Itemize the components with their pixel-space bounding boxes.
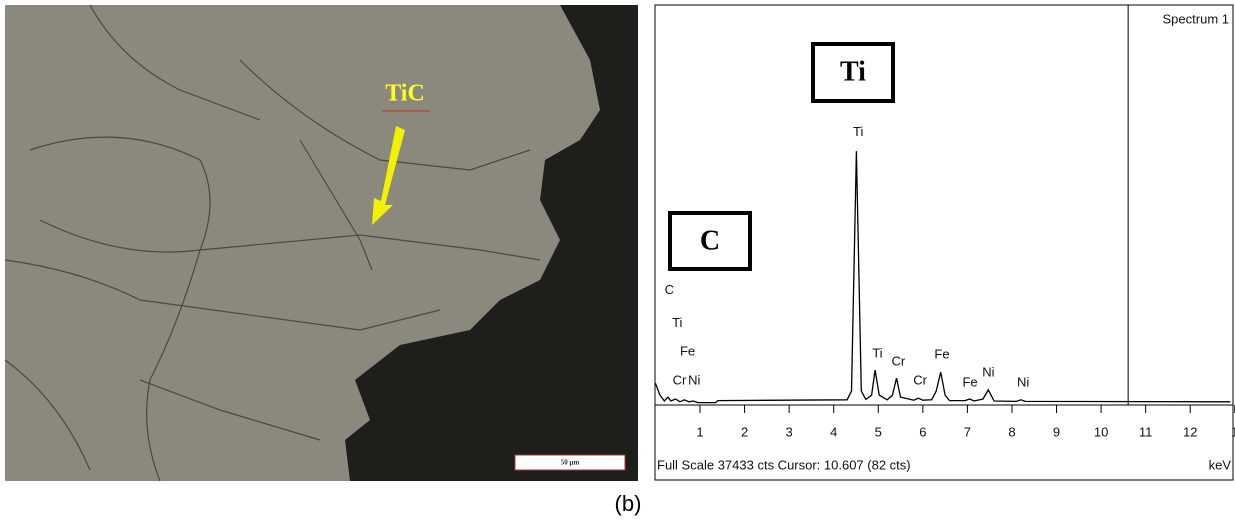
x-tick-label: 12 — [1183, 424, 1197, 439]
x-tick-label: 1 — [1231, 424, 1235, 439]
x-tick-label: 2 — [741, 424, 748, 439]
peak-label: Ti — [672, 315, 682, 330]
peak-label: Ni — [982, 365, 994, 380]
peak-label: Ni — [688, 373, 700, 388]
peak-label: Cr — [891, 354, 905, 369]
peak-label: Fe — [934, 347, 949, 362]
phase-label: TiC — [385, 81, 425, 107]
peak-label: Cr — [673, 373, 687, 388]
peak-label: Ni — [1017, 375, 1029, 390]
x-tick-label: 7 — [964, 424, 971, 439]
element-box-label: Ti — [840, 56, 866, 87]
peak-label: Cr — [913, 373, 927, 388]
micrograph: TiC 50 µm — [5, 5, 638, 481]
x-tick-label: 9 — [1053, 424, 1060, 439]
peak-label: Fe — [962, 375, 977, 390]
peak-label: C — [665, 282, 674, 297]
x-axis-label: keV — [1209, 457, 1232, 472]
spectrum: Spectrum 1 Full Scale 37433 cts Cursor: … — [655, 5, 1235, 480]
x-tick-label: 5 — [875, 424, 882, 439]
x-tick-label: 1 — [696, 424, 703, 439]
figure: TiC 50 µm Spectrum 1 Full Scale 37433 ct… — [0, 0, 1235, 523]
element-box-label: C — [700, 225, 720, 256]
x-tick-label: 8 — [1008, 424, 1015, 439]
peak-label: Fe — [680, 344, 695, 359]
peak-label: Ti — [853, 124, 863, 139]
x-tick-label: 4 — [830, 424, 837, 439]
x-tick-label: 10 — [1094, 424, 1108, 439]
footer: Full Scale 37433 cts Cursor: 10.607 (82 … — [657, 457, 911, 472]
x-tick-label: 6 — [919, 424, 926, 439]
x-tick-label: 11 — [1139, 424, 1153, 439]
scale-bar-label: 50 µm — [561, 459, 580, 467]
spectrum-title: Spectrum 1 — [1163, 11, 1229, 26]
peak-label: Ti — [872, 346, 882, 361]
caption: (b) — [615, 491, 642, 516]
x-tick-label: 3 — [786, 424, 793, 439]
